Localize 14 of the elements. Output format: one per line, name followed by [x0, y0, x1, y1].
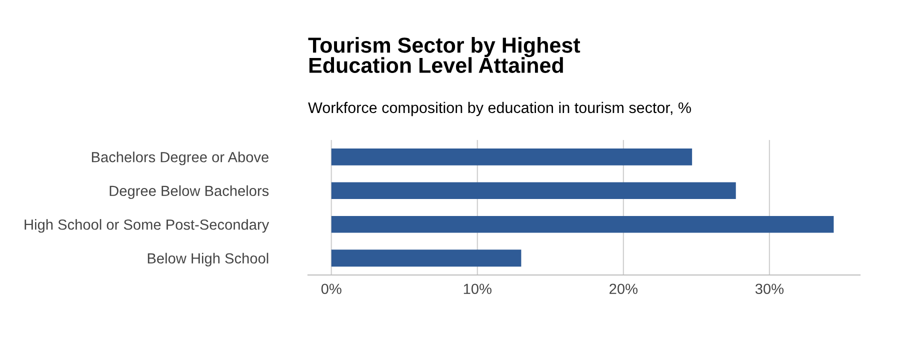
chart-subtitle: Workforce composition by education in tourism sector, % — [308, 102, 691, 116]
bar — [331, 182, 736, 200]
y-tick-label: Below High School — [148, 252, 268, 266]
x-tick-label: 10% — [464, 284, 492, 294]
x-tick-label: 30% — [755, 284, 784, 294]
y-tick-label: High School or Some Post-Secondary — [24, 219, 270, 233]
chart-title: Tourism Sector by Highest Education Level Attained — [308, 37, 580, 73]
bar — [331, 148, 692, 166]
x-tick-label: 0% — [321, 284, 342, 294]
y-tick-label: Bachelors Degree or Above — [92, 152, 268, 166]
y-tick-label: Degree Below Bachelors — [110, 185, 269, 199]
bar — [331, 216, 834, 233]
x-tick-label: 20% — [610, 284, 638, 294]
bar — [331, 250, 522, 267]
